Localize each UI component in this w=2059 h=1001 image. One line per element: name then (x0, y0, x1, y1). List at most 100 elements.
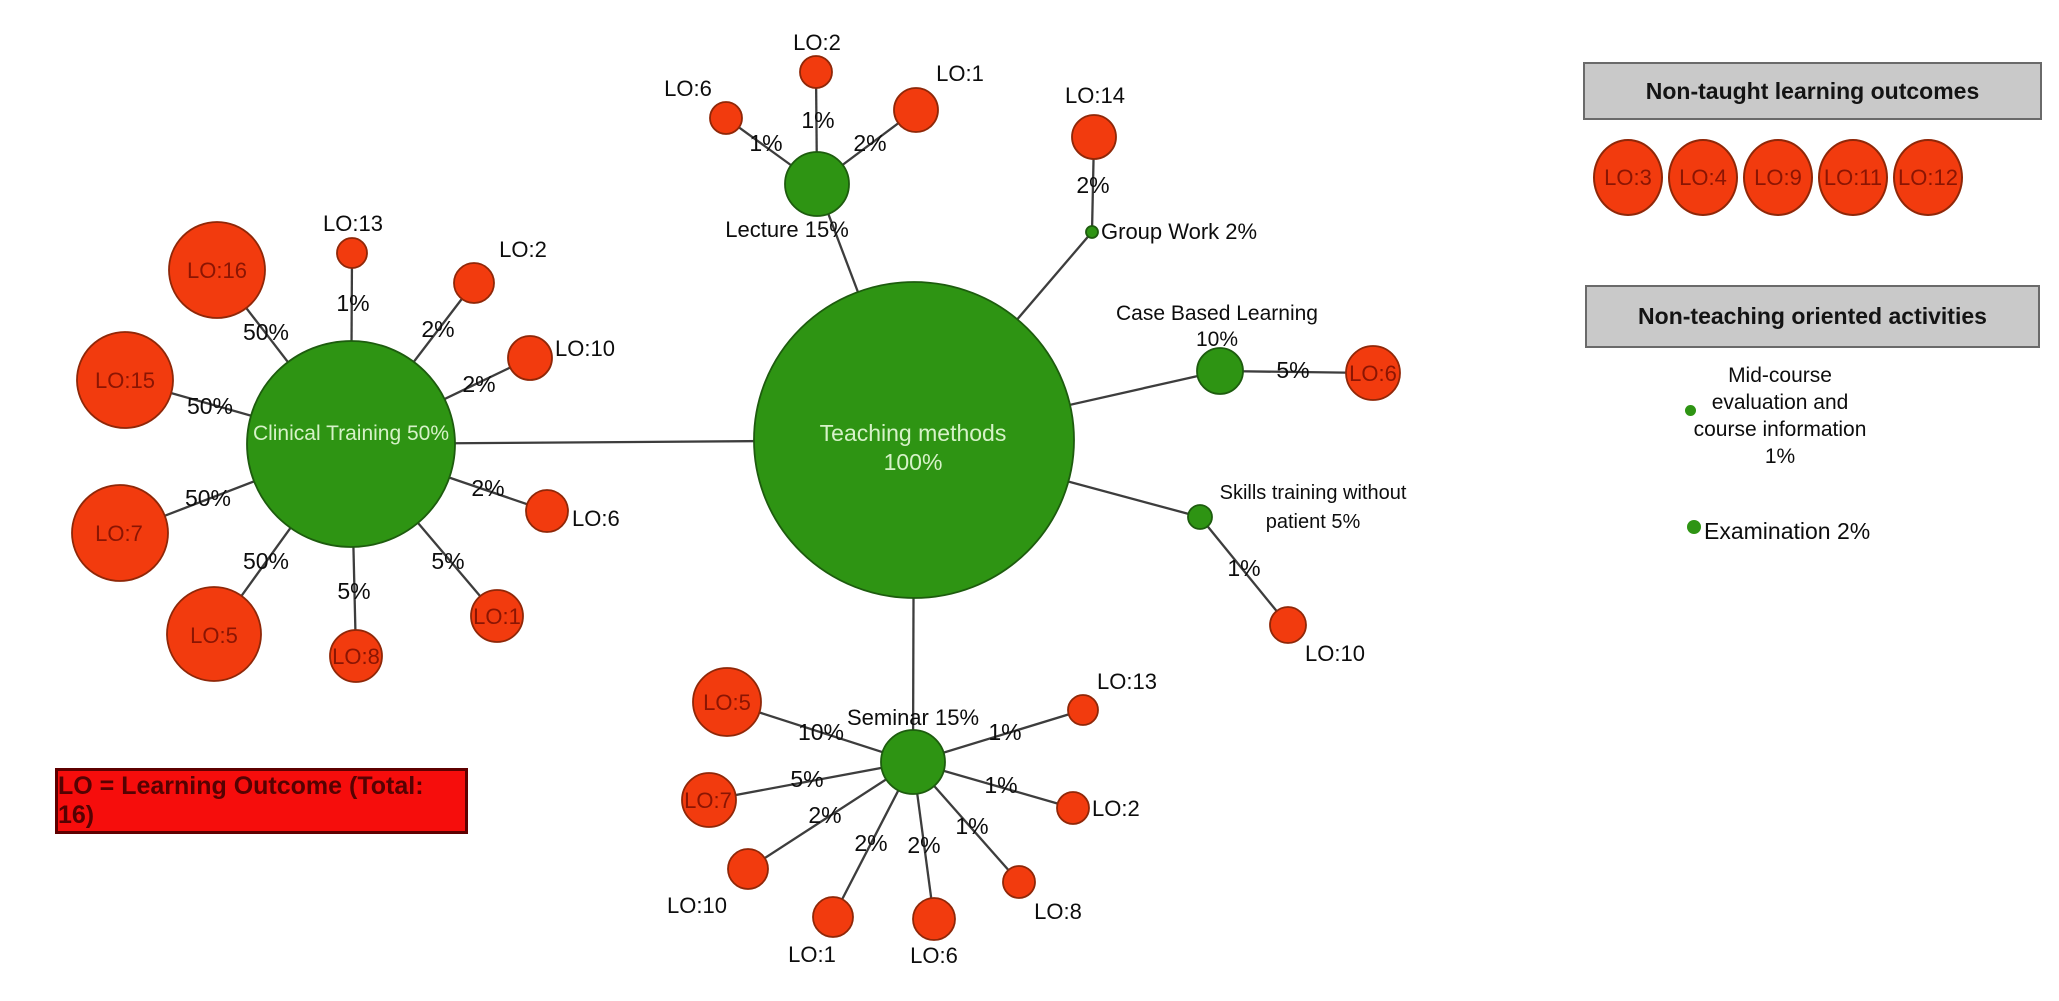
node-label-lo5-clinical: LO:5 (190, 623, 238, 648)
node-label-skills-training: Skills training without (1220, 482, 1407, 504)
node-label-lo1-clinical: LO:1 (473, 604, 521, 629)
node-label-lo5-seminar: LO:5 (703, 690, 751, 715)
non-taught-outcome-circle: LO:12 (1893, 139, 1963, 216)
edge-label-seminar--lo6-seminar: 2% (907, 832, 940, 858)
node-label-clinical-training: Clinical Training 50% (253, 422, 449, 445)
node-lo10-seminar (727, 848, 769, 890)
node-label-skills-training: patient 5% (1266, 511, 1361, 533)
non-taught-outcomes-row: LO:3 LO:4 LO:9 LO:11 LO:12 (1593, 139, 1963, 216)
node-lo15-clinical (76, 331, 174, 429)
edge-label-clinical-training--lo1-clinical: 5% (431, 548, 464, 574)
node-label-lo10-seminar: LO:10 (667, 893, 727, 918)
node-seminar (880, 729, 946, 795)
node-lo5-seminar (692, 667, 762, 737)
mid-course-activity-dot-icon (1685, 405, 1696, 416)
node-label-lo7-clinical: LO:7 (95, 521, 143, 546)
node-lo2-clinical (453, 262, 495, 304)
node-lo6-cbl (1345, 345, 1401, 401)
node-label-lo8-seminar: LO:8 (1034, 899, 1082, 924)
edge-label-seminar--lo7-seminar: 5% (790, 766, 823, 792)
node-label-teaching-methods: 100% (884, 449, 943, 475)
edge-label-clinical-training--lo16-clinical: 50% (243, 319, 289, 345)
edge-label-seminar--lo1-seminar: 2% (854, 830, 887, 856)
edge-label-clinical-training--lo10-clinical: 2% (462, 371, 495, 397)
activity-line: course information (1693, 418, 1867, 441)
node-group-work (1085, 225, 1099, 239)
edge-label-seminar--lo13-seminar: 1% (988, 719, 1021, 745)
node-label-lo16-clinical: LO:16 (187, 258, 247, 283)
node-lo6-clinical (525, 489, 569, 533)
node-lo5-clinical (166, 586, 262, 682)
edge-skills-training--lo10-skills (1199, 516, 1289, 626)
node-label-lo13-clinical: LO:13 (323, 211, 383, 236)
non-teaching-activities-header: Non-teaching oriented activities (1585, 285, 2040, 348)
node-lo10-clinical (507, 335, 553, 381)
edge-label-clinical-training--lo15-clinical: 50% (187, 393, 233, 419)
legend-text: LO = Learning Outcome (Total: 16) (58, 772, 424, 829)
node-label-lo10-clinical: LO:10 (555, 336, 615, 361)
node-lo2-seminar (1056, 791, 1090, 825)
node-label-lo1-seminar: LO:1 (788, 942, 836, 967)
edge-label-case-based-learning--lo6-cbl: 5% (1276, 357, 1309, 383)
activity-line: evaluation and (1711, 391, 1849, 414)
node-lo1-lecture (893, 87, 939, 133)
edge-label-clinical-training--lo2-clinical: 2% (421, 316, 454, 342)
node-lo8-seminar (1002, 865, 1036, 899)
edge-label-seminar--lo10-seminar: 2% (808, 802, 841, 828)
node-lo14-group-work (1071, 114, 1117, 160)
node-lo13-clinical (336, 237, 368, 269)
node-teaching-methods (753, 281, 1075, 599)
node-label-group-work: Group Work 2% (1101, 219, 1257, 244)
node-label-lecture: Lecture 15% (725, 217, 849, 242)
node-skills-training (1187, 504, 1213, 530)
legend-box: LO = Learning Outcome (Total: 16) (55, 768, 468, 834)
node-label-lo13-seminar: LO:13 (1097, 669, 1157, 694)
activity-line: 1% (1764, 445, 1796, 468)
node-label-teaching-methods: Teaching methods (820, 420, 1007, 446)
non-taught-outcome-circle: LO:3 (1593, 139, 1663, 216)
non-taught-outcome-circle: LO:9 (1743, 139, 1813, 216)
node-lecture (784, 151, 850, 217)
node-lo13-seminar (1067, 694, 1099, 726)
node-label-lo6-cbl: LO:6 (1349, 361, 1397, 386)
node-label-seminar: Seminar 15% (847, 705, 979, 730)
node-lo8-clinical (329, 629, 383, 683)
node-clinical-training (246, 340, 456, 548)
node-lo6-seminar (912, 897, 956, 941)
edge-label-seminar--lo8-seminar: 1% (955, 813, 988, 839)
node-lo6-lecture (709, 101, 743, 135)
node-label-lo2-lecture: LO:2 (793, 30, 841, 55)
node-label-case-based-learning: 10% (1196, 328, 1238, 351)
edge-label-skills-training--lo10-skills: 1% (1227, 555, 1260, 581)
edge-label-clinical-training--lo6-clinical: 2% (471, 475, 504, 501)
activity-mid-course-evaluation: Mid-course evaluation and course informa… (1660, 362, 1900, 470)
non-taught-outcome-circle: LO:11 (1818, 139, 1888, 216)
non-taught-outcome-circle: LO:4 (1668, 139, 1738, 216)
node-label-lo14-group-work: LO:14 (1065, 83, 1125, 108)
node-lo7-clinical (71, 484, 169, 582)
node-label-lo8-clinical: LO:8 (332, 644, 380, 669)
edge-label-lecture--lo1-lecture: 2% (853, 130, 886, 156)
edge-label-clinical-training--lo7-clinical: 50% (185, 485, 231, 511)
node-lo7-seminar (681, 772, 737, 828)
edge-label-seminar--lo5-seminar: 10% (798, 719, 844, 745)
edge-seminar--lo7-seminar (708, 760, 914, 802)
edge-label-lecture--lo6-lecture: 1% (749, 130, 782, 156)
node-label-lo6-clinical: LO:6 (572, 506, 620, 531)
node-lo10-skills (1269, 606, 1307, 644)
edge-label-seminar--lo2-seminar: 1% (984, 772, 1017, 798)
edge-label-lecture--lo2-lecture: 1% (801, 107, 834, 133)
node-label-lo10-skills: LO:10 (1305, 641, 1365, 666)
node-label-case-based-learning: Case Based Learning (1116, 302, 1318, 325)
activity-line: Mid-course (1728, 364, 1832, 387)
node-lo1-clinical (470, 589, 524, 643)
edge-label-clinical-training--lo13-clinical: 1% (336, 290, 369, 316)
non-taught-outcomes-header: Non-taught learning outcomes (1583, 62, 2042, 120)
node-label-lo6-lecture: LO:6 (664, 76, 712, 101)
examination-activity-dot-icon (1687, 520, 1701, 534)
node-lo2-lecture (799, 55, 833, 89)
node-label-lo15-clinical: LO:15 (95, 368, 155, 393)
node-lo16-clinical (168, 221, 266, 319)
